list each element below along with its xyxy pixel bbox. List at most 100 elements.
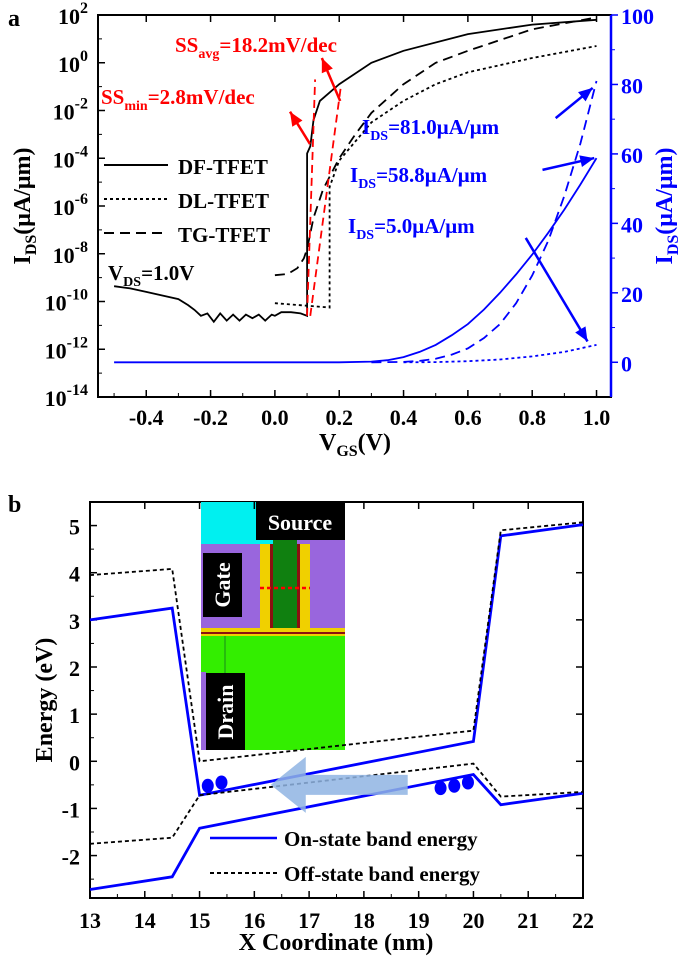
ss-fit-line — [306, 79, 316, 316]
drain-label-box — [206, 673, 245, 750]
ids-df-label: IDS=81.0μA/μm — [362, 115, 500, 144]
drain-spacer — [201, 672, 206, 750]
x-tick-label-b: 20 — [462, 908, 484, 933]
plot-a-curves — [113, 16, 598, 364]
x-tick-label-b: 14 — [134, 908, 156, 933]
curve-linear-tg-tfet — [371, 80, 598, 364]
tunneling-arrow — [270, 756, 408, 813]
x-tick-label-a: 0.6 — [454, 405, 482, 430]
curve-linear-df-tfet — [114, 157, 598, 364]
oxide-right-edge — [297, 544, 300, 636]
annotation-arrow-head — [321, 57, 333, 74]
off-state-conduction-band — [89, 521, 584, 763]
drain-label: Drain — [213, 685, 238, 740]
x-tick-label-b: 21 — [517, 908, 539, 933]
x-tick-label-a: -0.4 — [129, 405, 164, 430]
plot-b-ticks: 13 14 15 16 17 18 19 20 21 22 -2 -1 0 1 2 3 4 5 — [62, 502, 594, 933]
panel-label-b: b — [8, 492, 21, 518]
tick-base: 10 — [45, 291, 67, 316]
electron-dot — [461, 775, 474, 790]
y-tick-label-right: 100 — [621, 4, 654, 29]
tick-exponent: 2 — [80, 0, 88, 17]
y-tick-label-right: 0 — [621, 351, 632, 376]
electron-dot — [201, 778, 214, 793]
y-tick-label-left: 10-14 — [45, 382, 88, 411]
on-state-valence-band — [89, 772, 584, 891]
gate-label: Gate — [210, 562, 235, 607]
annotation-arrow-head — [578, 87, 593, 102]
ids-tg-label: IDS=58.8μA/μm — [350, 163, 488, 192]
legend-label-df: DF-TFET — [178, 155, 268, 179]
y-tick-label-b: 4 — [69, 562, 80, 587]
y-tick-label-left: 10-10 — [45, 287, 88, 316]
x-axis-label-a: VGS(V) — [319, 430, 391, 460]
panel-b: b Source Gate Drain 13 14 15 16 17 18 19 20 2 — [8, 492, 594, 956]
oxide-left-edge — [270, 544, 273, 636]
x-tick-label-a: 0.2 — [325, 405, 353, 430]
oxide-bottom-edge — [201, 632, 345, 634]
electron-dot — [434, 781, 447, 796]
tick-exponent: -10 — [67, 287, 88, 304]
x-tick-label-a: 1.0 — [583, 405, 611, 430]
electron-dot — [215, 775, 228, 790]
tick-exponent: -14 — [67, 382, 88, 399]
y-tick-label-right: 60 — [621, 143, 643, 168]
x-tick-label-b: 17 — [298, 908, 320, 933]
source-label: Source — [268, 510, 333, 535]
y-tick-label-right: 40 — [621, 212, 643, 237]
ss-fit-line — [309, 86, 342, 316]
tick-exponent: -4 — [75, 143, 88, 160]
y-tick-label-left: 10-2 — [53, 96, 88, 125]
tick-base: 10 — [53, 147, 75, 172]
tick-exponent: -8 — [75, 239, 88, 256]
y-tick-label-b: 5 — [69, 515, 80, 540]
y-tick-label-left: 10-8 — [53, 239, 88, 268]
tick-exponent: -2 — [75, 96, 88, 113]
y-tick-label-right: 20 — [621, 282, 643, 307]
legend-b: On-state band energy Off-state band ener… — [210, 827, 480, 886]
off-state-valence-band — [89, 762, 584, 845]
source-label-box — [256, 502, 345, 540]
tick-base: 10 — [58, 52, 80, 77]
annotation-arrow-head — [290, 111, 303, 127]
y-tick-label-left: 102 — [58, 0, 88, 29]
x-tick-label-b: 22 — [572, 908, 594, 933]
y-tick-label-b: 0 — [69, 750, 80, 775]
panel-label-a: a — [8, 6, 20, 32]
y-tick-label-left: 10-12 — [45, 334, 88, 363]
source-contact — [201, 502, 256, 544]
ss-avg-label: SSavg=18.2mV/dec — [175, 33, 337, 62]
on-state-conduction-band — [89, 523, 584, 797]
annotation-arrow-head — [575, 326, 588, 342]
y-tick-label-b: 2 — [69, 656, 80, 681]
tick-base: 10 — [53, 243, 75, 268]
tick-base: 10 — [58, 4, 80, 29]
source-contact-tip — [256, 540, 273, 544]
y-tick-label-b: 1 — [69, 703, 80, 728]
annotation-arrow — [524, 237, 589, 343]
plot-b-curves — [89, 521, 584, 891]
oxide-left — [260, 544, 272, 636]
x-tick-label-b: 18 — [353, 908, 375, 933]
tick-base: 10 — [53, 195, 75, 220]
y-tick-label-left: 10-4 — [53, 143, 88, 172]
y-tick-label-b: -1 — [62, 797, 80, 822]
plot-a-ticks: -0.4 -0.2 0.0 0.2 0.4 0.6 0.8 1.010210010-210-4… — [45, 0, 654, 430]
x-tick-label-a: -0.2 — [193, 405, 228, 430]
x-tick-label-b: 15 — [189, 908, 211, 933]
legend-label-on: On-state band energy — [284, 827, 478, 851]
x-tick-label-a: 0.0 — [261, 405, 289, 430]
x-tick-label-b: 13 — [79, 908, 101, 933]
x-tick-label-b: 19 — [408, 908, 430, 933]
y-tick-label-right: 80 — [621, 73, 643, 98]
curve-linear-dl-tfet — [403, 344, 597, 364]
curve-log-df-tfet — [113, 18, 597, 324]
annotation-arrow-head — [579, 155, 595, 168]
y-axis-label-b: Energy (eV) — [32, 638, 58, 763]
panel-a: a -0.4 -0.2 0.0 0.2 0.4 0.6 0.8 1.010210010-210… — [8, 0, 682, 460]
y-tick-label-left: 100 — [58, 48, 88, 77]
y-axis-label-left: IDS(μA/μm) — [10, 148, 40, 265]
tick-exponent: -12 — [67, 334, 88, 351]
oxide-right — [298, 544, 310, 636]
